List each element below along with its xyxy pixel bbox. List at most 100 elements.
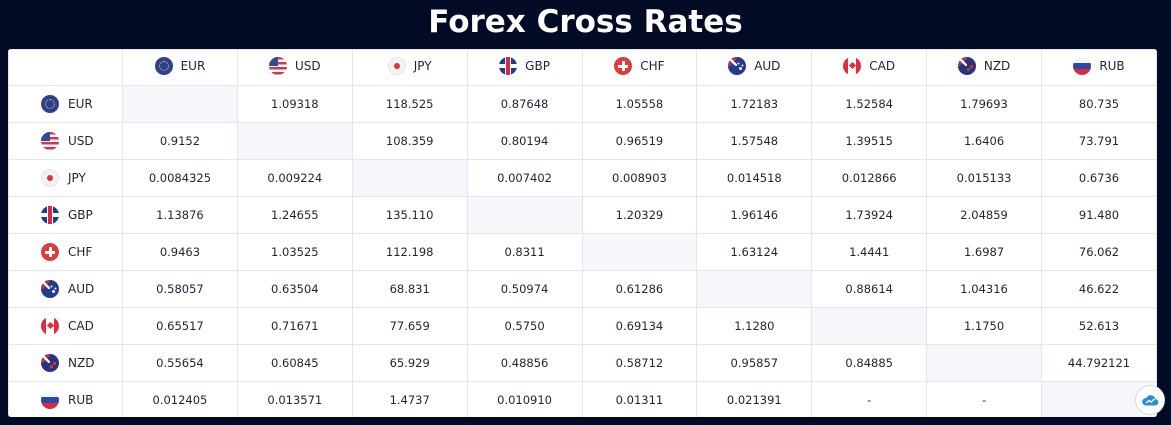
rate-cell: 0.021391 xyxy=(696,381,813,417)
rate-cell: 0.61286 xyxy=(581,270,698,308)
rate-cell: 80.735 xyxy=(1041,85,1157,123)
table-row: RUB 0.012405 0.013571 1.4737 0.010910 0.01311… xyxy=(8,381,1157,417)
table-row: AUD 0.58057 0.63504 68.831 0.50974 0.61286 0.8… xyxy=(8,270,1157,308)
rate-cell: 0.008903 xyxy=(581,159,698,197)
table-row: CAD 0.65517 0.71671 77.659 0.5750 0.69134 1.12… xyxy=(8,307,1157,345)
page-title: Forex Cross Rates xyxy=(428,4,743,40)
rate-cell: 1.39515 xyxy=(811,122,928,160)
rate-cell: 0.012866 xyxy=(811,159,928,197)
rate-cell: 46.622 xyxy=(1041,270,1157,308)
rate-cell: 0.014518 xyxy=(696,159,813,197)
header-row: EUR USD JPY GBP CHF AUD CAD NZD RUB xyxy=(8,49,1157,86)
rate-cell: 77.659 xyxy=(351,307,468,345)
column-header-content: GBP xyxy=(499,57,550,75)
rate-cell: 1.57548 xyxy=(696,122,813,160)
rate-cell xyxy=(236,122,353,160)
rate-cell: 1.4737 xyxy=(351,381,468,417)
row-header-content: EUR xyxy=(9,95,122,113)
row-header-usd: USD xyxy=(8,122,123,160)
gb-flag-icon xyxy=(499,57,518,75)
rate-cell: 0.58712 xyxy=(581,344,698,382)
table-row: NZD 0.55654 0.60845 65.929 0.48856 0.58712 0.9… xyxy=(8,344,1157,382)
table-row: CHF 0.9463 1.03525 112.198 0.8311 1.63124 1.44… xyxy=(8,233,1157,271)
column-header-label: AUD xyxy=(754,59,781,73)
rate-cell: 0.95857 xyxy=(696,344,813,382)
rate-cell xyxy=(696,270,813,308)
eu-flag-icon xyxy=(154,57,173,75)
rate-cell: 0.013571 xyxy=(236,381,353,417)
rate-cell: 1.04316 xyxy=(926,270,1042,308)
rate-cell: 1.03525 xyxy=(236,233,353,271)
rate-cell: 1.63124 xyxy=(696,233,813,271)
row-header-jpy: JPY xyxy=(8,159,123,197)
row-header-label: CAD xyxy=(68,319,94,333)
rate-cell: 2.04859 xyxy=(926,196,1042,234)
rate-cell: 1.79693 xyxy=(926,85,1042,123)
column-header-gbp: GBP xyxy=(466,49,583,86)
row-header-cad: CAD xyxy=(8,307,123,345)
column-header-label: NZD xyxy=(983,59,1011,73)
rate-cell: 0.48856 xyxy=(466,344,583,382)
rate-cell: 0.6736 xyxy=(1041,159,1157,197)
column-header-label: RUB xyxy=(1099,59,1125,73)
rate-cell: 1.05558 xyxy=(581,85,698,123)
rate-cell: 118.525 xyxy=(351,85,468,123)
column-header-content: CHF xyxy=(614,57,665,75)
column-header-content: JPY xyxy=(387,57,432,75)
rate-cell: 1.52584 xyxy=(811,85,928,123)
rate-cell: 91.480 xyxy=(1041,196,1157,234)
table-row: USD 0.9152 108.359 0.80194 0.96519 1.57548 1.3… xyxy=(8,122,1157,160)
rate-cell: - xyxy=(811,381,928,417)
rate-cell: 0.58057 xyxy=(122,270,238,308)
rate-cell: 0.87648 xyxy=(466,85,583,123)
rate-cell: 0.65517 xyxy=(122,307,238,345)
ru-flag-icon xyxy=(1073,57,1092,75)
row-header-label: GBP xyxy=(68,208,93,222)
row-header-content: GBP xyxy=(9,206,122,224)
column-header-label: CAD xyxy=(869,59,896,73)
nz-flag-icon xyxy=(957,57,976,75)
column-header-label: JPY xyxy=(413,59,432,73)
rate-cell: 0.01311 xyxy=(581,381,698,417)
rate-cell: 0.012405 xyxy=(122,381,238,417)
column-header-nzd: NZD xyxy=(926,49,1042,86)
rate-cell: 0.9152 xyxy=(122,122,238,160)
row-header-label: CHF xyxy=(68,245,93,259)
au-flag-icon xyxy=(41,280,59,298)
row-header-gbp: GBP xyxy=(8,196,123,234)
rate-cell xyxy=(581,233,698,271)
jp-flag-icon xyxy=(387,57,406,75)
rate-cell: 0.63504 xyxy=(236,270,353,308)
row-header-eur: EUR xyxy=(8,85,123,123)
rate-cell: 0.60845 xyxy=(236,344,353,382)
column-header-cad: CAD xyxy=(811,49,928,86)
cloud-chart-icon[interactable] xyxy=(1135,385,1165,415)
table-body: EUR 1.09318 118.525 0.87648 1.05558 1.72183 1.… xyxy=(8,85,1157,417)
rate-cell xyxy=(122,85,238,123)
row-header-label: NZD xyxy=(68,356,95,370)
column-header-content: CAD xyxy=(843,57,895,75)
rate-cell: 76.062 xyxy=(1041,233,1157,271)
rate-cell: 0.8311 xyxy=(466,233,583,271)
rate-cell xyxy=(351,159,468,197)
column-header-content: RUB xyxy=(1073,57,1125,75)
rate-cell: 73.791 xyxy=(1041,122,1157,160)
rate-cell: 0.0084325 xyxy=(122,159,238,197)
column-header-usd: USD xyxy=(236,49,353,86)
rate-cell: 1.72183 xyxy=(696,85,813,123)
row-header-content: CAD xyxy=(9,317,122,335)
column-header-label: EUR xyxy=(180,59,206,73)
rate-cell: 0.80194 xyxy=(466,122,583,160)
row-header-label: USD xyxy=(68,134,94,148)
column-header-chf: CHF xyxy=(581,49,698,86)
row-header-label: RUB xyxy=(68,393,94,407)
us-flag-icon xyxy=(41,132,59,150)
rate-cell: 0.010910 xyxy=(466,381,583,417)
row-header-content: RUB xyxy=(9,391,122,409)
rate-cell: 0.84885 xyxy=(811,344,928,382)
rate-cell xyxy=(466,196,583,234)
cross-rates-panel: EUR USD JPY GBP CHF AUD CAD NZD RUB EUR 1.09318 11… xyxy=(8,49,1157,417)
row-header-label: JPY xyxy=(68,171,86,185)
corner-cell xyxy=(8,49,123,86)
rate-cell: 0.5750 xyxy=(466,307,583,345)
